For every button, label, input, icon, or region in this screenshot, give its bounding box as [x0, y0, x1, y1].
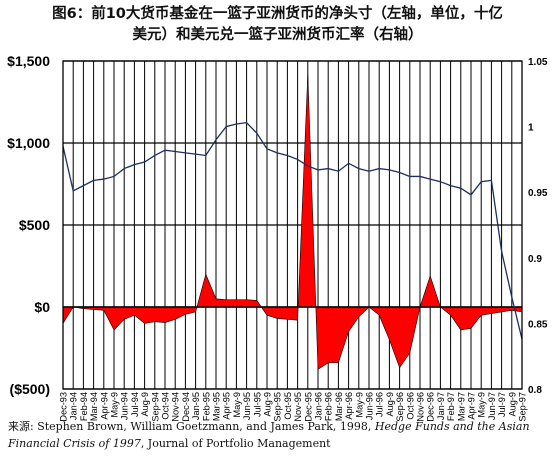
x-axis-tick-label: May-9 — [354, 392, 364, 418]
left-axis-labels: ($500) $0 $500 $1,000 $1,500 — [7, 53, 50, 397]
left-axis-tick-label: $500 — [19, 217, 50, 233]
exchange-rate-line — [62, 121, 523, 340]
source-title-italic: Hedge Funds and the Asian Financial Cris… — [8, 420, 530, 450]
left-axis-tick-label: $1,500 — [7, 53, 50, 69]
x-axis-tick-label: Jun-97 — [487, 392, 497, 420]
right-axis-tick-label: 0.95 — [528, 188, 548, 199]
chart-title: 图6：前10大货币基金在一篮子亚洲货币的净头寸（左轴，单位，十亿 美元）和美元兑… — [0, 4, 555, 46]
x-axis-tick-label: Mar-97 — [456, 392, 466, 421]
source-note: 来源: Stephen Brown, William Goetzmann, an… — [8, 418, 548, 452]
x-axis-tick-label: Feb-95 — [201, 392, 211, 421]
x-axis-tick-label: Jul-96 — [375, 392, 385, 417]
x-axis-tick-label: Jul-94 — [130, 392, 140, 417]
x-axis-tick-label: May-9 — [232, 392, 242, 418]
x-axis-tick-label: Aug-9 — [140, 392, 150, 417]
right-axis-tick-label: 1.05 — [528, 57, 548, 68]
x-axis-tick-label: May-9 — [477, 392, 487, 418]
x-axis-tick-label: Dec-95 — [303, 392, 313, 422]
x-axis-tick-label: Mar-94 — [89, 392, 99, 421]
x-axis-tick-label: Aug-9 — [385, 392, 395, 417]
x-axis-tick-label: Jun-94 — [120, 392, 130, 420]
right-axis-tick-label: 0.8 — [528, 385, 542, 396]
x-axis-tick-label: Dec-93 — [59, 392, 69, 422]
x-axis-tick-label: Jan-94 — [69, 392, 79, 420]
x-axis-tick-label: Jan-95 — [191, 392, 201, 420]
x-axis-tick-label: Dec-94 — [181, 392, 191, 422]
x-axis-tick-label: Jul-97 — [497, 392, 507, 417]
x-axis-tick-label: Oct-94 — [161, 392, 171, 420]
plot-frame — [62, 60, 523, 390]
x-axis-tick-label: May-9 — [110, 392, 120, 418]
x-axis-tick-label: Mar-96 — [334, 392, 344, 421]
x-axis-tick-label: Feb-96 — [324, 392, 334, 421]
x-axis-tick-label: Nov-96 — [416, 392, 426, 422]
x-axis-tick-label: Nov-94 — [171, 392, 181, 422]
x-axis-tick-label: Mar-95 — [212, 392, 222, 421]
x-axis-tick-label: Apr-97 — [467, 392, 477, 420]
x-axis-tick-label: Jul-95 — [252, 392, 262, 417]
x-axis-labels: Dec-93 Jan-94 Feb-94 Mar-94 Apr-94 May-9 Jun-9… — [59, 392, 528, 422]
chart-title-line-1: 图6：前10大货币基金在一篮子亚洲货币的净头寸（左轴，单位，十亿 — [52, 6, 503, 22]
x-axis-tick-label: Nov-95 — [293, 392, 303, 422]
x-axis-tick-label: Sep-97 — [518, 392, 528, 422]
right-axis-tick-label: 0.85 — [528, 319, 548, 330]
right-axis-labels: 0.8 0.85 0.9 0.95 1 1.05 — [528, 57, 548, 396]
x-axis-tick-label: Dec-96 — [426, 392, 436, 422]
left-axis-tick-label: ($500) — [10, 381, 50, 397]
right-axis-tick-label: 1 — [528, 123, 534, 134]
right-axis-tick-label: 0.9 — [528, 254, 542, 265]
x-axis-tick-label: Jan-96 — [314, 392, 324, 420]
chart-title-line-2: 美元）和美元兑一篮子亚洲货币汇率（右轴） — [132, 27, 423, 43]
x-axis-tick-label: Oct-96 — [405, 392, 415, 420]
x-axis-tick-label: Apr-94 — [99, 392, 109, 420]
left-axis-tick-label: $1,000 — [7, 135, 50, 151]
source-suffix: , Journal of Portfolio Management — [140, 437, 331, 450]
x-axis-tick-label: Jun-95 — [242, 392, 252, 420]
x-axis-tick-label: Jan-97 — [436, 392, 446, 420]
x-axis-tick-label: Aug-9 — [263, 392, 273, 417]
x-axis-tick-label: Apr-95 — [222, 392, 232, 420]
net-position-area — [62, 74, 523, 370]
x-axis-tick-label: Sep-96 — [395, 392, 405, 422]
x-axis-tick-label: Aug-9 — [507, 392, 517, 417]
left-axis-tick-label: $0 — [34, 299, 50, 315]
x-axis-tick-label: Jun-96 — [365, 392, 375, 420]
x-axis-tick-label: Sep-94 — [150, 392, 160, 422]
x-axis-tick-label: Feb-97 — [446, 392, 456, 421]
x-axis-tick-label: Sep-95 — [273, 392, 283, 422]
horizontal-gridlines — [63, 60, 522, 390]
source-prefix: 来源: Stephen Brown, William Goetzmann, an… — [8, 420, 375, 433]
x-axis-tick-label: Apr-96 — [344, 392, 354, 420]
x-axis-tick-label: Oct-95 — [283, 392, 293, 420]
x-axis-tick-label: Feb-94 — [79, 392, 89, 421]
